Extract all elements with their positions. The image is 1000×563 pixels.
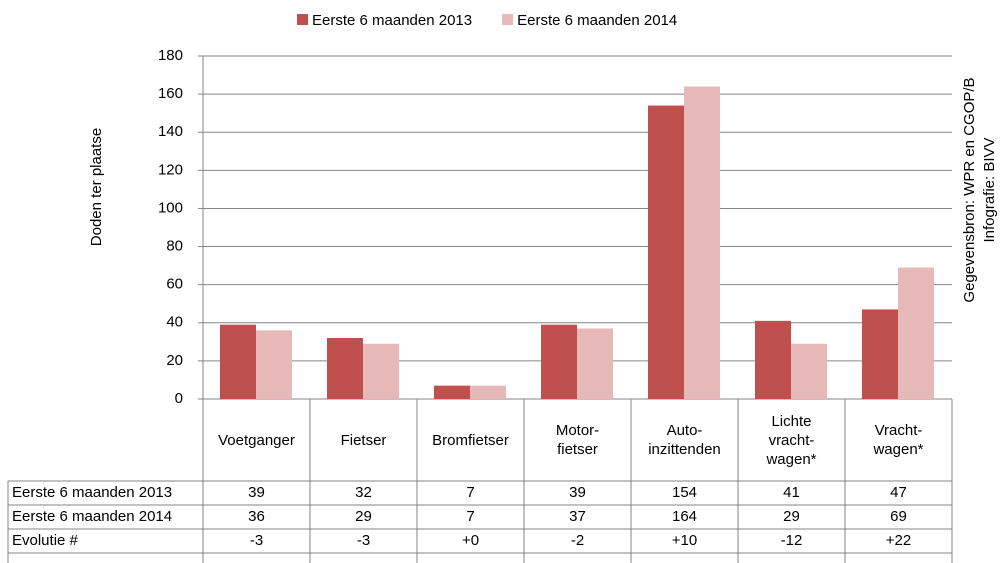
bar xyxy=(470,385,506,399)
y-tick-label: 20 xyxy=(166,352,183,369)
table-value: +10 xyxy=(672,532,697,549)
bar xyxy=(791,343,827,399)
y-tick-label: 40 xyxy=(166,314,183,331)
table-value: -3 xyxy=(250,532,263,549)
table-value: 29 xyxy=(783,508,800,525)
bar xyxy=(862,309,898,399)
table-value: 41 xyxy=(783,484,800,501)
table-value: -12 xyxy=(781,532,803,549)
y-tick-label: 140 xyxy=(158,123,183,140)
table-value: +22 xyxy=(886,532,911,549)
table-value: 39 xyxy=(569,484,586,501)
table-value: 39 xyxy=(248,484,265,501)
credit: Infografie: BIVV xyxy=(981,137,998,242)
y-tick-label: 180 xyxy=(158,47,183,64)
row-label: Eerste 6 maanden 2014 xyxy=(12,508,172,525)
bar xyxy=(327,338,363,399)
table-value: 69 xyxy=(890,508,907,525)
table-value: -2 xyxy=(571,532,584,549)
bar xyxy=(256,330,292,399)
legend-swatch xyxy=(297,14,308,25)
y-tick-label: 60 xyxy=(166,276,183,293)
legend-label: Eerste 6 maanden 2014 xyxy=(517,12,677,29)
x-tick-label: Motor- fietser xyxy=(555,422,600,458)
table-value: 37 xyxy=(569,508,586,525)
bar xyxy=(220,324,256,399)
bar xyxy=(898,267,934,399)
table-value: 36 xyxy=(248,508,265,525)
y-tick-label: 160 xyxy=(158,85,183,102)
legend-swatch xyxy=(502,14,514,25)
table-value: +0 xyxy=(462,532,479,549)
row-label: Evolutie # xyxy=(12,532,79,549)
source: Gegevensbron: WPR en CGOP/B xyxy=(961,77,978,302)
x-tick-label: Vracht- wagen* xyxy=(873,422,924,458)
bar xyxy=(684,86,720,399)
bar xyxy=(434,385,470,399)
x-tick-label: Lichte vracht- wagen* xyxy=(766,412,817,468)
x-tick-label: Fietser xyxy=(340,431,387,449)
table-value: 7 xyxy=(466,508,474,525)
bar xyxy=(363,343,399,399)
y-tick-label: 80 xyxy=(166,238,183,255)
x-tick-label: Auto- inzittenden xyxy=(648,422,721,458)
table-value: -3 xyxy=(357,532,370,549)
y-axis-label: Doden ter plaatse xyxy=(88,128,105,246)
x-tick-label: Voetganger xyxy=(218,431,295,449)
table-value: 7 xyxy=(466,484,474,501)
y-tick-label: 120 xyxy=(158,161,183,178)
bar xyxy=(541,324,577,399)
bar xyxy=(577,328,613,399)
table-value: 164 xyxy=(672,508,697,525)
legend-label: Eerste 6 maanden 2013 xyxy=(312,12,472,29)
table-value: 154 xyxy=(672,484,697,501)
bar xyxy=(648,105,684,400)
table-value: 29 xyxy=(355,508,372,525)
row-label: Eerste 6 maanden 2013 xyxy=(12,484,172,501)
table-value: 32 xyxy=(355,484,372,501)
x-tick-label: Bromfietser xyxy=(432,431,509,449)
table-value: 47 xyxy=(890,484,907,501)
y-tick-label: 100 xyxy=(158,199,183,216)
y-tick-label: 0 xyxy=(175,390,183,407)
bar xyxy=(755,320,791,399)
